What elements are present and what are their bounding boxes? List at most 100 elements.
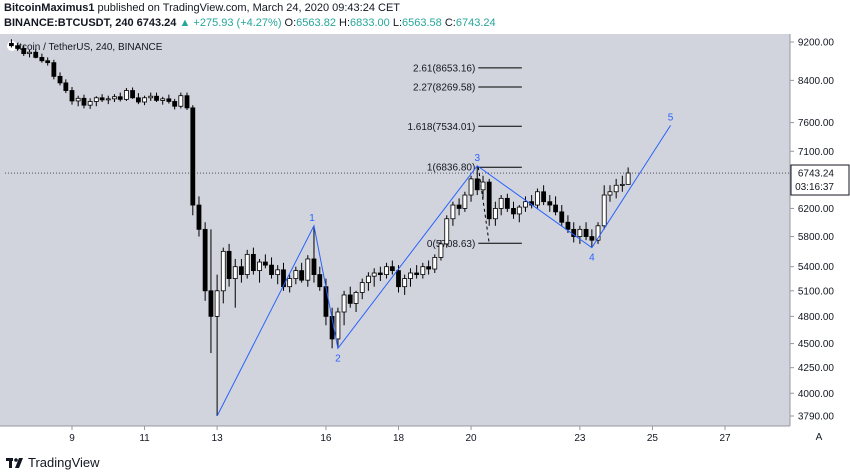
symbol-info: BINANCE:BTCUSDT, 240 6743.24 ▲ +275.93 (… [4,17,496,29]
x-tick-label: 16 [320,433,332,444]
x-tick-label: 13 [212,433,224,444]
candle-body [226,250,232,279]
candle-body [117,96,123,100]
candle-body [281,269,286,288]
candle-body [541,191,547,203]
high-label: H: [339,17,350,29]
candle-body [166,98,172,102]
candle-body [317,274,323,288]
candle-body [486,181,492,220]
candle-body [33,51,39,58]
candle-body [311,258,317,275]
author-name[interactable]: BitcoinMaximus1 [4,2,95,14]
y-tick-label: 8400.00 [798,76,835,87]
candle-body [347,294,353,304]
candle-body [142,97,147,103]
candle-body [607,191,613,196]
candle-body [196,204,202,230]
candle-body [51,62,57,77]
candle-body [112,96,117,100]
y-tick-label: 7600.00 [798,118,835,129]
price-axis [790,34,850,426]
candle-body [625,172,631,185]
candle-body [480,181,486,191]
open-value: 6563.82 [296,17,336,29]
fib-level-label: 2.61(8653.16) [413,63,475,74]
candle-body [9,42,14,47]
x-tick-label: 25 [647,433,659,444]
candle-body [293,270,299,279]
candle-body [130,90,135,99]
candle-body [426,266,432,270]
candle-body [377,272,383,275]
y-tick-label: 3790.00 [798,412,835,423]
candle-body [250,253,256,272]
candle-body [384,266,389,275]
price-change: ▲ +275.93 (+4.27%) [179,17,282,29]
candle-body [81,97,87,106]
candle-body [39,57,45,62]
candle-body [559,211,565,223]
candle-body [389,266,395,272]
candle-body [214,290,220,317]
candle-body [583,228,589,237]
candle-body [335,311,341,340]
candle-body [613,184,619,193]
candle-body [432,257,438,270]
countdown-label: 03:16:37 [795,182,834,193]
candle-body [244,253,250,275]
tradingview-logo-icon[interactable] [6,456,24,469]
close-value: 6743.24 [455,17,496,29]
candle-body [341,294,347,313]
price-chart[interactable]: 9200.00 8400.00 7600.00 7100.00 6200.00 5800.… [0,34,850,452]
chart-footer: TradingView [0,452,850,475]
chart-title: itcoin / TetherUS, 240, BINANCE [17,42,163,53]
x-tick-label: 23 [574,433,586,444]
elliott-wave-line [216,125,672,417]
y-tick-label: 4000.00 [798,389,835,400]
fib-level-label: 0(5708.63) [427,239,475,250]
candle-body [232,266,238,279]
wave-label: 3 [474,153,480,164]
candle-body [504,197,510,209]
candle-body [57,75,63,84]
candle-body [408,272,413,279]
candle-body [178,95,184,107]
candle-body [601,194,607,227]
x-tick-label: 11 [139,433,150,444]
candle-body [359,282,365,293]
time-axis [0,426,850,452]
x-tick-label: 27 [719,433,731,444]
candle-body [516,206,522,215]
candle-body [105,98,111,101]
candle-body [365,275,371,284]
auto-scale-button[interactable]: A [816,432,823,443]
candle-body [75,97,81,102]
candle-body [69,90,75,102]
candle-body [299,270,305,281]
candle-body [462,194,468,209]
candle-body [535,191,540,206]
last-price-box [790,164,850,196]
y-tick-label: 5100.00 [798,286,835,297]
wave-label: 5 [668,112,674,123]
candle-body [257,261,262,272]
publish-info: BitcoinMaximus1 published on TradingView… [4,2,400,14]
candle-body [420,266,426,275]
fib-level-label: 1.618(7534.01) [407,122,475,133]
candle-body [498,197,504,209]
candle-body [468,178,474,196]
candle-body [124,90,129,100]
wave-label: 1 [309,213,315,224]
y-tick-label: 6200.00 [798,204,835,215]
candle-body [45,60,51,64]
candle-body [239,266,244,275]
candle-body [172,101,178,107]
candle-body [202,228,208,292]
candle-body [269,264,274,275]
tradingview-brand[interactable]: TradingView [28,455,100,470]
candle-body [323,286,329,317]
open-label: O: [284,17,297,29]
symbol-label: BINANCE:BTCUSDT, 240 [4,17,134,29]
y-tick-label: 7100.00 [798,147,835,158]
